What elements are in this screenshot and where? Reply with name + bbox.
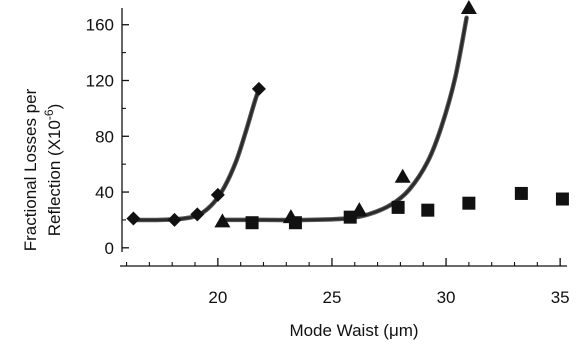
y-axis-title-line2: Reflection (X10-6) xyxy=(42,104,64,237)
y-tick-label: 120 xyxy=(86,72,114,91)
triangle-marker xyxy=(214,213,231,228)
diamond-marker xyxy=(251,81,266,96)
fit-curve-outline xyxy=(131,86,262,223)
square-marker xyxy=(514,186,528,200)
data-points xyxy=(126,0,569,230)
square-marker xyxy=(288,216,302,230)
y-axis-title-line1: Fractional Losses per xyxy=(21,88,40,251)
y-axis-title: Fractional Losses per Reflection (X10-6) xyxy=(21,88,64,251)
axes: 0 40 80 120 160 20 25 30 35 xyxy=(86,8,570,307)
y-axis-title-line2-suffix: ) xyxy=(45,104,64,110)
diamond-marker xyxy=(190,207,205,222)
square-marker xyxy=(462,196,476,210)
square-marker xyxy=(343,210,357,224)
y-axis-title-line2-prefix: Reflection (X10 xyxy=(45,120,64,236)
y-tick-label: 80 xyxy=(95,127,114,146)
triangle-marker xyxy=(460,0,477,14)
triangle-marker xyxy=(394,168,411,183)
x-tick-label: 20 xyxy=(208,288,227,307)
diamond-marker xyxy=(210,187,225,202)
x-axis-title: Mode Waist (μm) xyxy=(289,321,418,340)
y-tick-label: 40 xyxy=(95,183,114,202)
square-marker xyxy=(421,203,435,217)
fit-curve-outline xyxy=(220,15,469,223)
square-marker xyxy=(555,192,569,206)
x-tick-label: 25 xyxy=(322,288,341,307)
y-axis-title-exponent: -6 xyxy=(42,109,56,120)
square-marker xyxy=(245,216,259,230)
y-tick-label: 160 xyxy=(86,16,114,35)
fit-curves xyxy=(131,15,469,223)
square-marker xyxy=(391,200,405,214)
diamond-marker xyxy=(126,211,141,226)
x-tick-label: 35 xyxy=(551,288,570,307)
fit-curve xyxy=(221,16,468,222)
x-tick-label: 30 xyxy=(437,288,456,307)
diamond-marker xyxy=(167,212,182,227)
y-tick-label: 0 xyxy=(105,239,114,258)
